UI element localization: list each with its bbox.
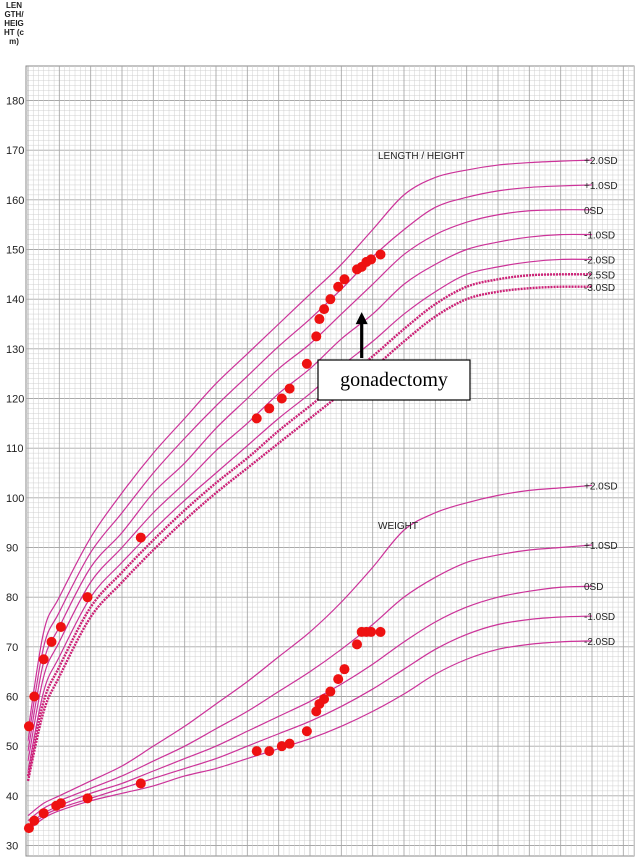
- y-tick-label: 50: [6, 741, 18, 753]
- patient-point: [325, 686, 336, 697]
- y-tick-label: 160: [6, 195, 24, 207]
- patient-point: [55, 621, 66, 632]
- sd-curve: [26, 285, 593, 782]
- annotation-box: [317, 359, 471, 401]
- patient-point: [366, 254, 377, 265]
- sd-curve: [27, 184, 593, 742]
- patient-point: [333, 674, 344, 685]
- sd-label: +1.0SD: [584, 181, 618, 192]
- patient-point: [375, 626, 386, 637]
- patient-point: [276, 393, 287, 404]
- patient-points: [23, 249, 386, 834]
- patient-point: [29, 691, 40, 702]
- patient-point: [29, 815, 40, 826]
- sd-curve: [27, 585, 593, 827]
- patient-point: [23, 721, 34, 732]
- y-tick-label: 120: [6, 394, 24, 406]
- patient-point: [38, 654, 49, 665]
- panel-labels: LENGTH / HEIGHT WEIGHT: [378, 151, 465, 532]
- y-tick-label: 90: [6, 543, 18, 555]
- patient-point: [301, 726, 312, 737]
- patient-point: [284, 383, 295, 394]
- y-tick-label: 60: [6, 692, 18, 704]
- patient-point: [301, 358, 312, 369]
- annotation-label: gonadectomy: [340, 369, 448, 391]
- patient-point: [352, 639, 362, 650]
- sd-label: +2.0SD: [584, 481, 618, 492]
- y-tick-label: 140: [6, 294, 24, 306]
- y-tick-label: 110: [6, 443, 24, 455]
- sd-label: -1.0SD: [584, 231, 615, 242]
- patient-point: [264, 746, 275, 757]
- y-tick-label: 130: [6, 344, 24, 356]
- panel-label: LENGTH / HEIGHT: [378, 151, 465, 162]
- patient-point: [325, 294, 336, 305]
- panel-label: WEIGHT: [378, 521, 418, 532]
- patient-point: [135, 532, 146, 543]
- y-axis-title: LENGTH/HEIGHT (cm): [4, 1, 24, 46]
- sd-label: -2.0SD: [584, 637, 615, 648]
- patient-point: [251, 413, 262, 424]
- y-tick-label: 70: [6, 642, 18, 654]
- curve-labels: +2.0SD +1.0SD 0SD -1.0SD -2.0SD -2.5SD -3.0SD +…: [584, 156, 618, 648]
- sd-curve: [26, 273, 593, 777]
- patient-point: [251, 746, 262, 757]
- y-tick-label: 180: [6, 96, 24, 108]
- patient-point: [314, 314, 325, 325]
- patient-point: [38, 808, 49, 819]
- annotation-arrow-head: [355, 312, 368, 325]
- patient-point: [46, 636, 57, 647]
- plot-area: [25, 65, 635, 857]
- sd-label: +2.0SD: [584, 156, 618, 167]
- y-tick-label: 170: [6, 145, 24, 157]
- patient-point: [333, 281, 344, 292]
- patient-point: [339, 274, 350, 285]
- sd-curve: [27, 544, 593, 822]
- sd-label: -1.0SD: [584, 612, 615, 623]
- patient-point: [264, 403, 275, 414]
- y-tick-label: 100: [6, 493, 24, 505]
- sd-label: -2.5SD: [584, 270, 615, 281]
- patient-point: [23, 823, 34, 834]
- sd-curve: [27, 484, 593, 817]
- y-tick-label: 30: [6, 841, 18, 853]
- patient-point: [82, 592, 93, 603]
- sd-curve: [27, 159, 593, 732]
- sd-curve: [27, 615, 593, 829]
- sd-label: -2.0SD: [584, 255, 615, 266]
- sd-label: 0SD: [584, 206, 603, 217]
- patient-point: [366, 626, 377, 637]
- y-tick-label: 150: [6, 245, 24, 257]
- sd-curve: [27, 209, 593, 752]
- y-tick-label: 80: [6, 592, 18, 604]
- patient-point: [311, 331, 322, 342]
- sd-label: +1.0SD: [584, 541, 618, 552]
- sd-label: 0SD: [584, 582, 603, 593]
- patient-point: [276, 741, 287, 752]
- sd-label: -3.0SD: [584, 283, 615, 294]
- patient-point: [284, 738, 295, 749]
- y-tick-label: 40: [6, 791, 18, 803]
- y-tick-labels: 30 40 50 60 70 80 90 100 110 120 130 140 150 160 170 18…: [6, 96, 24, 853]
- annotations: gonadectomy: [317, 312, 471, 401]
- patient-point: [135, 778, 146, 789]
- patient-point: [319, 693, 330, 704]
- patient-point: [319, 304, 330, 315]
- patient-point: [55, 798, 66, 809]
- patient-point: [82, 793, 93, 804]
- patient-point: [339, 664, 350, 675]
- patient-point: [375, 249, 386, 260]
